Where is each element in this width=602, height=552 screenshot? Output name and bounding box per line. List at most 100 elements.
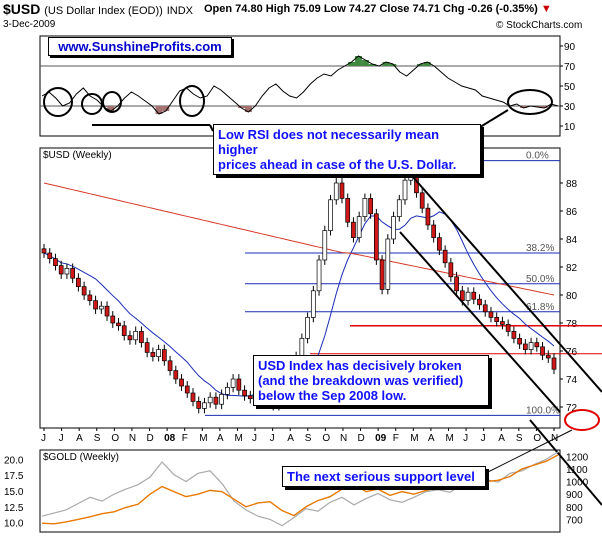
gold-compare-line bbox=[41, 451, 559, 527]
x-tick-label: A bbox=[287, 433, 294, 444]
x-tick-label: D bbox=[147, 433, 154, 444]
chg-down-icon: ▼ bbox=[540, 3, 552, 15]
candle-body bbox=[190, 392, 196, 402]
x-tick-label: J bbox=[463, 433, 468, 444]
candle-body bbox=[345, 198, 351, 223]
candle-body bbox=[511, 331, 517, 339]
rsi-tick-label: 50 bbox=[564, 82, 576, 93]
candle-body bbox=[64, 268, 70, 275]
candle-body bbox=[540, 346, 545, 356]
fibonacci-label: 50.0% bbox=[526, 274, 554, 285]
price-tick-label: 72 bbox=[566, 403, 578, 414]
gold-right-tick-label: 1100 bbox=[566, 465, 588, 476]
candle-body bbox=[81, 286, 87, 296]
candle-body bbox=[362, 198, 368, 217]
rsi-highlight-ellipse bbox=[81, 93, 103, 115]
candle-body bbox=[356, 216, 362, 238]
rsi-line bbox=[41, 55, 559, 115]
rsi-note-line-1: Low RSI does not necessarily mean higher bbox=[218, 127, 440, 157]
rsi-pointer-line bbox=[209, 124, 214, 132]
rsi-oversold-fill bbox=[107, 106, 115, 111]
candle-body bbox=[431, 224, 437, 238]
rsi-overbought-fill bbox=[361, 60, 369, 66]
chart-date: 3-Dec-2009 bbox=[3, 19, 56, 30]
price-panel-label: $USD (Weekly) bbox=[43, 150, 112, 161]
price-tick-label: 84 bbox=[566, 235, 578, 246]
candle-body bbox=[139, 331, 144, 343]
fibonacci-label: 100.0% bbox=[526, 405, 560, 416]
x-tick-label: J bbox=[270, 433, 275, 444]
x-tick-label: F bbox=[393, 433, 399, 444]
rsi-oversold-fill bbox=[244, 106, 252, 112]
candle-body bbox=[488, 311, 494, 318]
x-tick-label: J bbox=[252, 433, 257, 444]
candle-body bbox=[110, 315, 116, 324]
candle-body bbox=[534, 342, 540, 348]
candle-body bbox=[482, 304, 488, 313]
candle-body bbox=[402, 179, 408, 201]
rsi-oversold-fill bbox=[238, 106, 245, 108]
candle-body bbox=[500, 321, 505, 325]
candle-body bbox=[368, 198, 373, 215]
fibonacci-label: 38.2% bbox=[526, 243, 554, 254]
x-tick-label: N bbox=[340, 433, 347, 444]
candle-body bbox=[299, 338, 305, 357]
channel-upper-line bbox=[397, 159, 602, 393]
rsi-overbought-fill bbox=[368, 64, 376, 66]
candle-body bbox=[385, 238, 391, 290]
candle-body bbox=[242, 389, 247, 397]
candle-body bbox=[58, 265, 64, 275]
rsi-highlight-ellipse bbox=[179, 85, 205, 117]
candle-body bbox=[551, 357, 557, 370]
rsi-note: Low RSI does not necessarily mean higher… bbox=[213, 124, 481, 175]
x-tick-label: A bbox=[217, 433, 224, 444]
candle-body bbox=[494, 317, 500, 322]
rsi-oversold-fill bbox=[155, 106, 163, 114]
rsi-overbought-fill bbox=[389, 64, 397, 66]
candle-body bbox=[391, 216, 396, 240]
rsi-tick-label: 10 bbox=[564, 122, 576, 133]
price-tick-label: 80 bbox=[566, 291, 578, 302]
gold-panel-frame bbox=[39, 449, 561, 533]
website-label: www.SunshineProfits.com bbox=[48, 37, 232, 56]
candle-body bbox=[121, 325, 127, 336]
x-tick-label: A bbox=[428, 433, 435, 444]
candle-body bbox=[351, 221, 356, 238]
x-tick-label: A bbox=[498, 433, 505, 444]
ohlc-readout: Open 74.80 High 75.09 Low 74.27 Close 74… bbox=[204, 3, 552, 15]
candle-body bbox=[379, 259, 385, 290]
x-tick-label: O bbox=[322, 433, 330, 444]
candle-body bbox=[471, 291, 477, 300]
x-tick-label: O bbox=[111, 433, 119, 444]
candle-body bbox=[219, 394, 224, 405]
candle-body bbox=[396, 199, 402, 217]
breakdown-note-line-2: (and the breakdown was verified) bbox=[258, 373, 464, 388]
candle-body bbox=[448, 262, 454, 278]
candle-body bbox=[328, 199, 333, 231]
candle-body bbox=[213, 396, 219, 405]
candle-body bbox=[93, 300, 98, 310]
candle-body bbox=[127, 335, 133, 341]
candle-body bbox=[310, 290, 316, 318]
x-tick-label: M bbox=[410, 433, 418, 444]
candle-body bbox=[87, 294, 93, 301]
gold-left-tick-label: 12.5 bbox=[4, 503, 24, 514]
candle-body bbox=[167, 360, 173, 371]
candle-body bbox=[104, 305, 110, 317]
price-tick-label: 74 bbox=[566, 375, 578, 386]
candle-body bbox=[133, 331, 139, 341]
candle-body bbox=[179, 378, 184, 387]
rsi-highlight-ellipse bbox=[43, 87, 73, 117]
rsi-oversold-fill bbox=[540, 106, 548, 108]
breakdown-note-line-1: USD Index has decisively broken bbox=[258, 358, 462, 373]
candle-body bbox=[528, 342, 534, 350]
rsi-tick-label: 30 bbox=[564, 102, 576, 113]
candle-body bbox=[70, 268, 76, 279]
candle-body bbox=[322, 230, 328, 261]
rsi-overbought-fill bbox=[355, 56, 362, 66]
candle-body bbox=[76, 277, 81, 287]
x-tick-label: A bbox=[76, 433, 83, 444]
candle-body bbox=[465, 291, 471, 301]
x-tick-label: O bbox=[533, 433, 541, 444]
candle-body bbox=[41, 248, 47, 254]
